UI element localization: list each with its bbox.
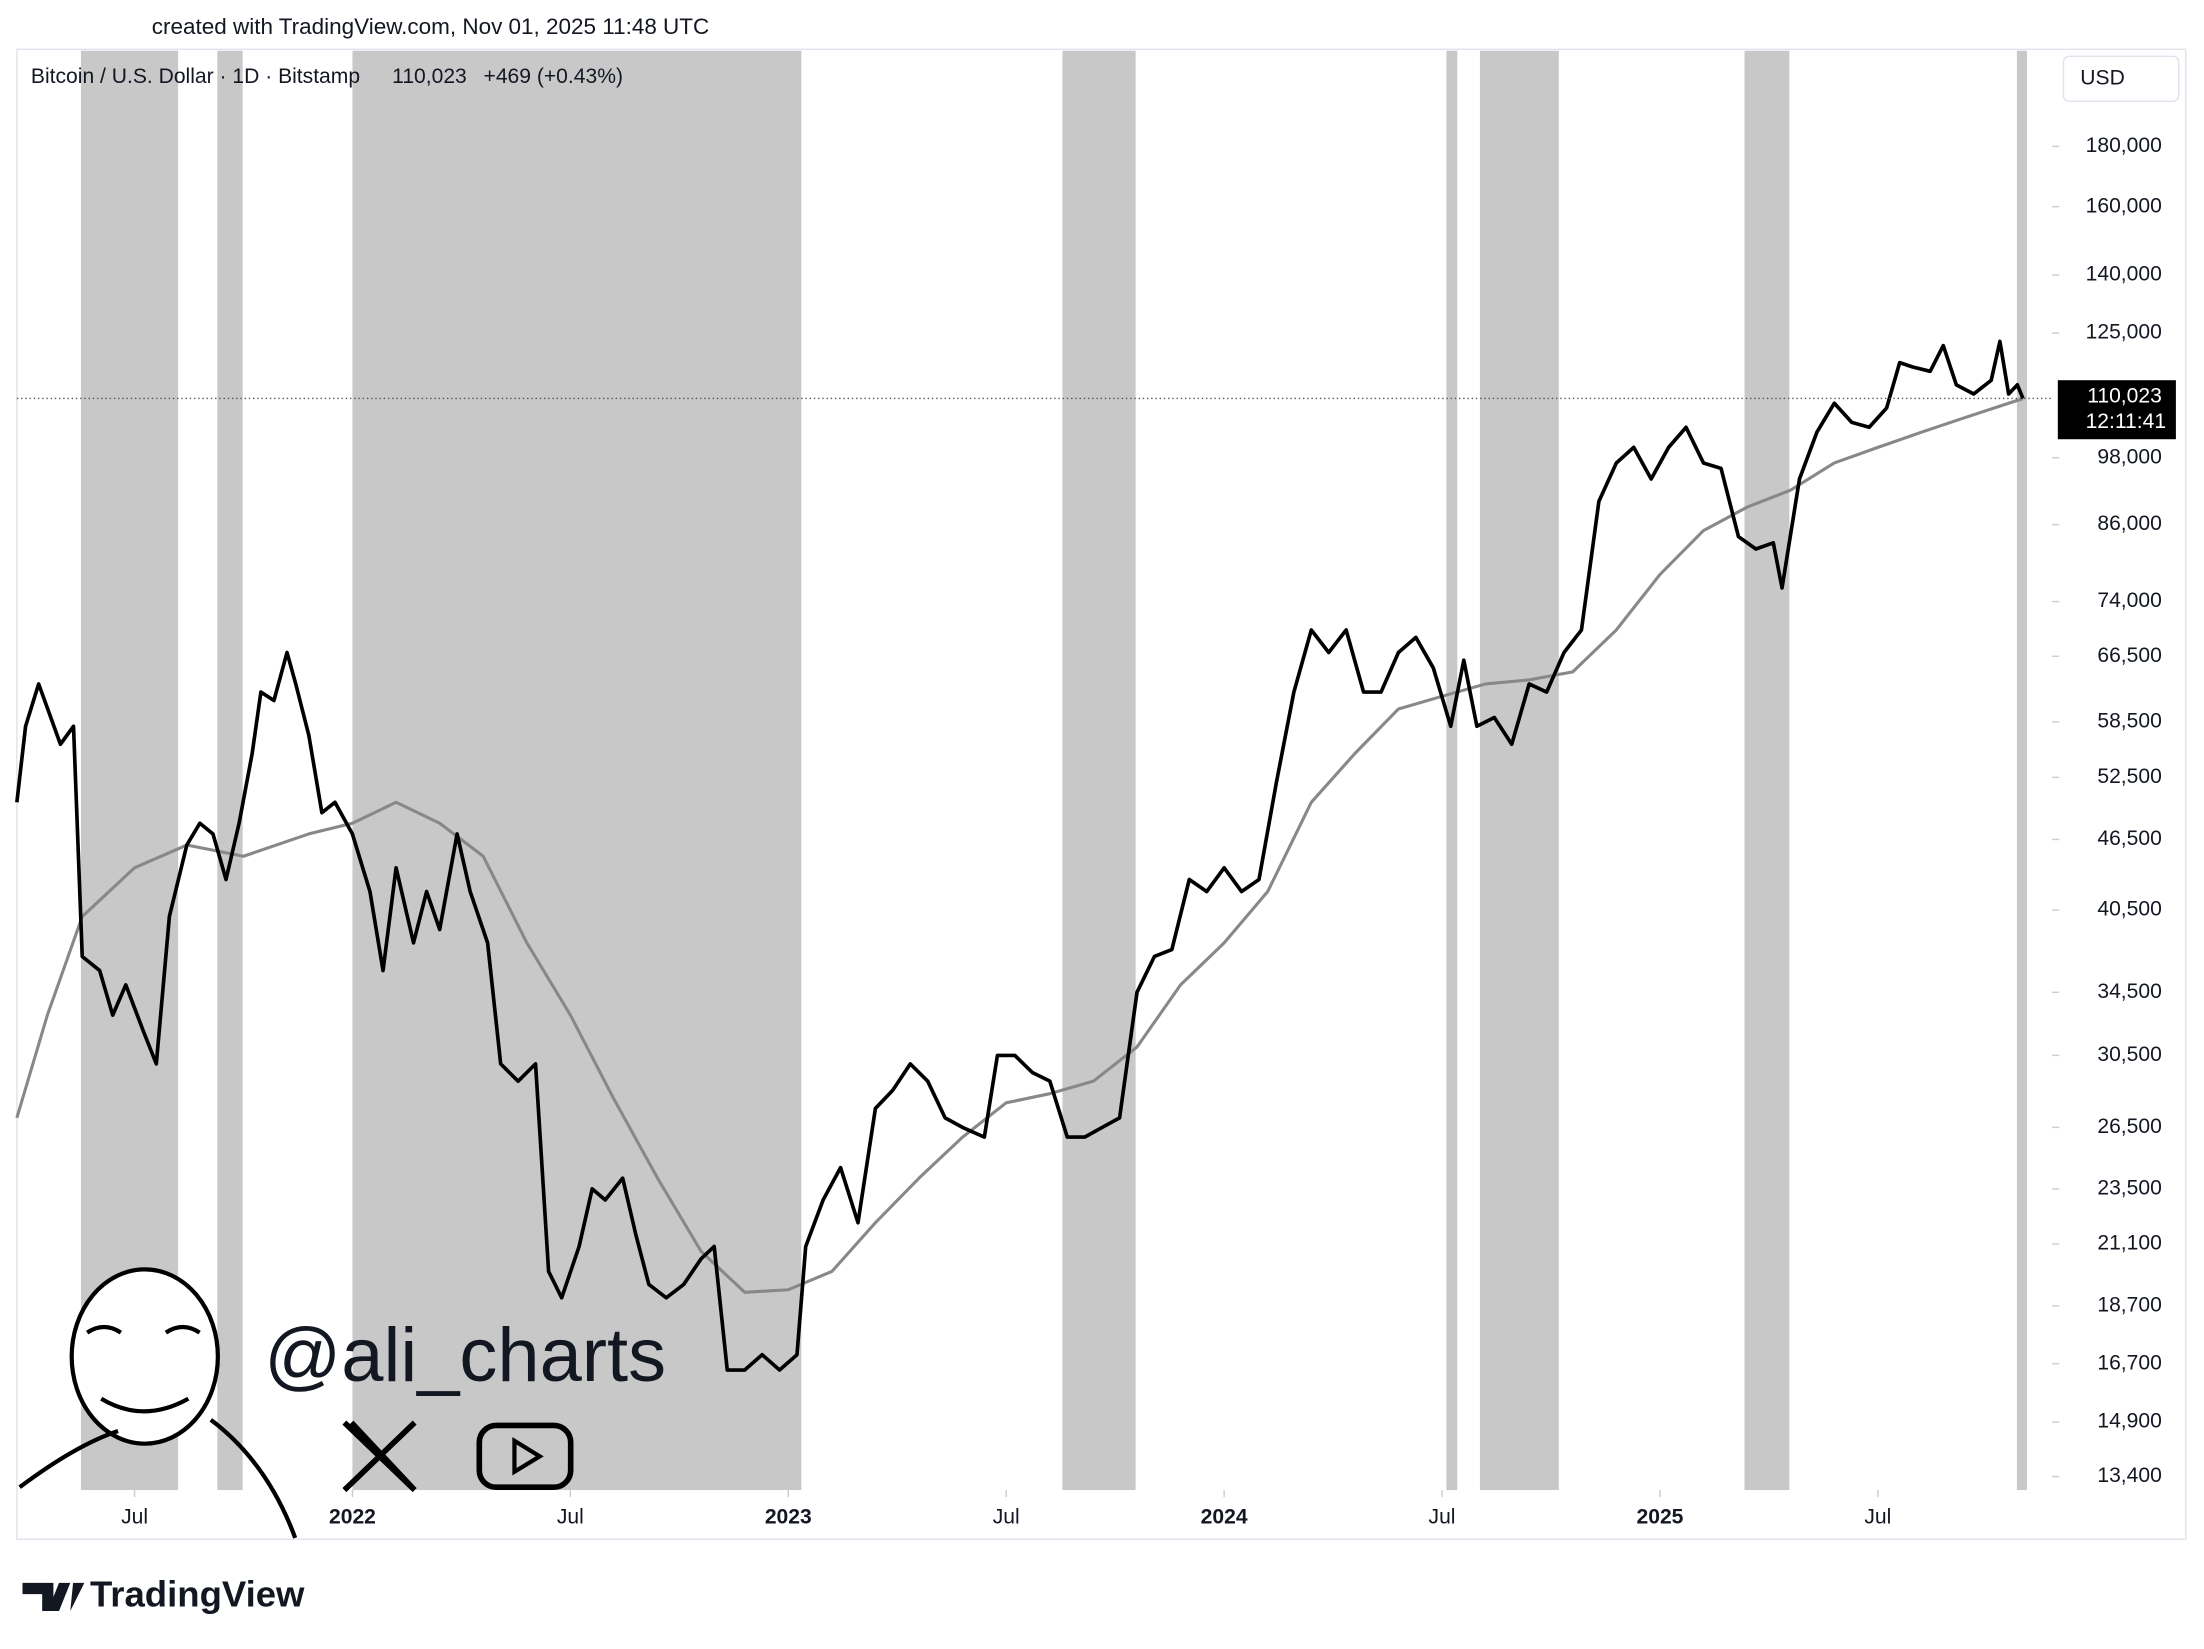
- brand: TradingView: [90, 1574, 305, 1615]
- y-tick-label: 98,000: [2097, 445, 2161, 468]
- youtube-play: [512, 1437, 544, 1476]
- y-tick-label: 18,700: [2097, 1293, 2161, 1316]
- y-tick-label: 21,100: [2097, 1232, 2161, 1255]
- bands: [80, 50, 2027, 1491]
- currency[interactable]: USD: [2080, 66, 2125, 89]
- avatar: [18, 1267, 298, 1539]
- currency-button[interactable]: [2062, 55, 2180, 103]
- y-tick-label: 52,500: [2097, 765, 2161, 788]
- brand-logo: [22, 1582, 85, 1611]
- x-tick-label: 2022: [329, 1506, 376, 1529]
- credit: created with TradingView.com, Nov 01, 20…: [152, 14, 709, 39]
- x-icon: [342, 1420, 417, 1493]
- shaded-band: [1446, 50, 1458, 1491]
- shaded-band: [352, 50, 802, 1491]
- shaded-band: [1479, 50, 1559, 1491]
- shaded-band: [1062, 50, 1136, 1491]
- youtube-icon: [476, 1422, 574, 1491]
- y-tick-label: 34,500: [2097, 980, 2161, 1003]
- x-tick-label: Jul: [993, 1506, 1020, 1529]
- shaded-band: [217, 50, 243, 1491]
- y-tick-label: 125,000: [2086, 321, 2162, 344]
- x-tick-label: Jul: [1429, 1506, 1456, 1529]
- shaded-band: [80, 50, 179, 1491]
- lines: [15, 339, 2025, 1372]
- y-tick-label: 23,500: [2097, 1176, 2161, 1199]
- x-tick-label: 2024: [1201, 1506, 1248, 1529]
- x-tick-label: 2023: [765, 1506, 812, 1529]
- x-tick-label: Jul: [557, 1506, 584, 1529]
- y-tick-label: 16,700: [2097, 1351, 2161, 1374]
- shaded-band: [1744, 50, 1790, 1491]
- y-tick-label: 26,500: [2097, 1115, 2161, 1138]
- last-price-box: [2057, 380, 2176, 440]
- avatar-face: [85, 1324, 201, 1414]
- x-tick-label: 2025: [1637, 1506, 1684, 1529]
- header-price: 110,023: [392, 65, 467, 88]
- x-tick-label: Jul: [1864, 1506, 1891, 1529]
- watermark: @ali_charts: [264, 1313, 666, 1398]
- chart-title: Bitcoin / U.S. Dollar · 1D · Bitstamp: [31, 65, 360, 88]
- y-tick-label: 30,500: [2097, 1043, 2161, 1066]
- price-line: [15, 397, 2024, 1294]
- y-tick-label: 160,000: [2086, 194, 2162, 217]
- y-tick-label: 58,500: [2097, 709, 2161, 732]
- y-tick-label: 14,900: [2097, 1410, 2161, 1433]
- avatar-head: [69, 1267, 220, 1446]
- x-tick-label: Jul: [121, 1506, 148, 1529]
- y-tick-label: 180,000: [2086, 134, 2162, 157]
- y-tick-label: 74,000: [2097, 589, 2161, 612]
- countdown: 12:11:41: [2086, 410, 2166, 433]
- y-tick-label: 86,000: [2097, 512, 2161, 535]
- y-tick-label: 13,400: [2097, 1464, 2161, 1487]
- last-price-label: 110,023: [2087, 385, 2162, 408]
- y-tick-label: 40,500: [2097, 898, 2161, 921]
- shaded-band: [2016, 50, 2027, 1491]
- header-change: +469 (+0.43%): [484, 65, 623, 88]
- axes: 13,400 14,900 16,700 18,700 21,100 23,500 26,5…: [16, 134, 2176, 1529]
- y-tick-label: 46,500: [2097, 827, 2161, 850]
- y-tick-label: 66,500: [2097, 644, 2161, 667]
- avatar-body: [18, 1418, 298, 1539]
- price-line: [15, 339, 2025, 1372]
- y-tick-label: 140,000: [2086, 263, 2162, 286]
